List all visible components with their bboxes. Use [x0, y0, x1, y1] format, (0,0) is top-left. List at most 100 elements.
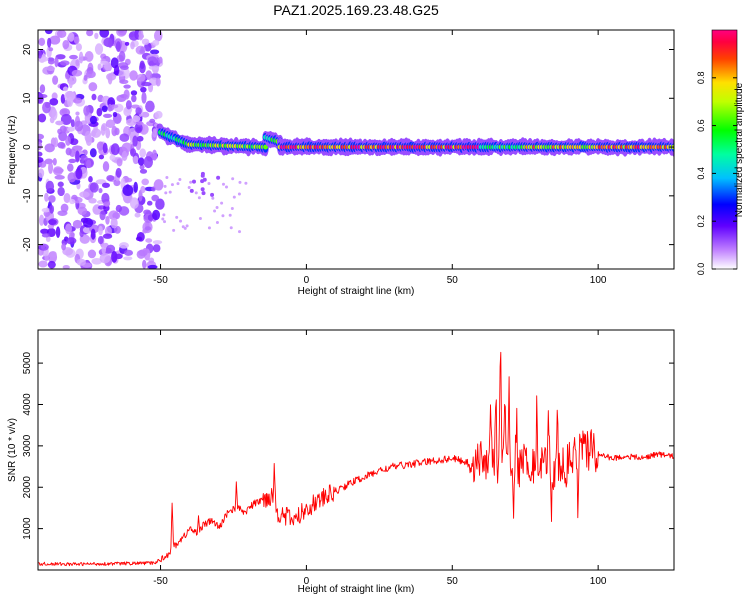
- noise-blob: [38, 50, 43, 59]
- colorbar: 0.0 0.2 0.4 0.6 0.8 Normalized spectral ampl…: [696, 29, 745, 275]
- snr-y-tick-label: 1000: [22, 517, 33, 540]
- faint-blob: [189, 188, 194, 193]
- faint-blob: [230, 207, 234, 211]
- noise-blob: [132, 135, 138, 147]
- noise-blob: [103, 201, 111, 207]
- noise-blob: [57, 181, 64, 188]
- noise-blob: [101, 105, 108, 113]
- noise-blob: [75, 43, 82, 51]
- noise-blob: [78, 51, 84, 64]
- noise-blob: [111, 250, 118, 263]
- noise-blob: [83, 74, 88, 81]
- faint-blob: [198, 217, 202, 221]
- noise-blob: [54, 56, 59, 68]
- noise-blob: [143, 156, 153, 169]
- snr-y-tick-label: 5000: [22, 352, 33, 375]
- spectrogram-x-tick-label: 100: [590, 275, 607, 286]
- noise-blob: [102, 233, 113, 239]
- noise-blob: [152, 209, 161, 221]
- faint-blob: [237, 192, 241, 196]
- faint-blob: [163, 220, 167, 224]
- noise-blob: [135, 107, 142, 115]
- noise-blob: [142, 259, 147, 269]
- faint-blob: [207, 181, 211, 185]
- noise-blob: [110, 143, 120, 156]
- noise-blob: [89, 148, 97, 158]
- noise-blob: [38, 260, 48, 268]
- noise-blob: [143, 209, 151, 215]
- noise-blob: [96, 107, 103, 117]
- faint-blob: [175, 215, 179, 219]
- noise-blob: [48, 47, 54, 52]
- colorbar-ticks: 0.0 0.2 0.4 0.6 0.8: [696, 72, 737, 275]
- noise-blob: [123, 84, 131, 89]
- noise-blob: [62, 39, 70, 50]
- noise-blob: [41, 233, 50, 238]
- faint-blob: [228, 213, 232, 217]
- noise-blob: [141, 111, 150, 118]
- noise-blob: [72, 219, 83, 229]
- faint-blob: [200, 179, 205, 184]
- faint-blob: [164, 191, 168, 195]
- noise-blob: [118, 50, 126, 62]
- noise-blob: [121, 142, 133, 153]
- noise-blob: [116, 30, 127, 37]
- noise-blob: [67, 163, 74, 172]
- snr-plot-area: [38, 351, 674, 567]
- noise-blob: [90, 228, 96, 240]
- noise-blob: [158, 56, 163, 64]
- faint-blob: [225, 185, 229, 189]
- faint-blob: [215, 220, 219, 224]
- noise-blob: [89, 115, 97, 125]
- faint-blob: [179, 219, 183, 223]
- faint-blob: [162, 213, 166, 217]
- noise-blob: [152, 244, 161, 253]
- noise-blob: [89, 182, 99, 193]
- noise-blob: [115, 167, 122, 178]
- spectrogram-panel: -50 0 50 100 -20 -10 0 10 20 Height of straight…: [7, 29, 675, 297]
- faint-blob: [215, 205, 219, 209]
- noise-blob: [147, 56, 158, 67]
- noise-blob: [155, 198, 165, 210]
- faint-blob: [189, 180, 193, 184]
- noise-blob: [144, 226, 152, 231]
- noise-blob: [136, 135, 144, 142]
- spectrogram-plot-area: [38, 30, 674, 269]
- noise-blob: [131, 94, 137, 103]
- noise-blob: [46, 66, 56, 72]
- noise-blob: [77, 206, 88, 216]
- noise-blob: [51, 108, 58, 121]
- noise-blob: [71, 69, 83, 77]
- noise-blob: [57, 210, 68, 217]
- noise-blob: [38, 243, 49, 251]
- noise-blob: [49, 204, 55, 214]
- noise-blob: [91, 128, 102, 138]
- noise-blob: [61, 109, 68, 114]
- noise-blob: [128, 31, 139, 41]
- noise-blob: [152, 39, 160, 46]
- noise-blob: [67, 172, 77, 183]
- noise-blob: [64, 90, 76, 102]
- noise-blob: [47, 219, 57, 225]
- noise-blob: [96, 141, 105, 151]
- noise-blob: [86, 159, 92, 168]
- noise-blob: [115, 41, 121, 52]
- noise-blob: [40, 228, 49, 235]
- spectrogram-y-tick-label: -20: [22, 237, 33, 252]
- noise-blob: [83, 105, 90, 116]
- noise-blob: [112, 212, 121, 220]
- noise-blob: [150, 49, 160, 55]
- noise-blob: [69, 54, 78, 60]
- noise-blob: [102, 142, 108, 154]
- noise-blob: [102, 161, 110, 172]
- noise-blob: [68, 76, 73, 89]
- noise-blob: [63, 193, 71, 204]
- noise-blob: [117, 69, 125, 77]
- noise-blob: [69, 138, 79, 146]
- noise-blob: [75, 111, 80, 116]
- noise-blob: [38, 113, 47, 123]
- noise-blob: [42, 101, 51, 114]
- noise-blob: [132, 115, 141, 123]
- noise-blob: [60, 203, 69, 213]
- noise-blob: [141, 91, 147, 104]
